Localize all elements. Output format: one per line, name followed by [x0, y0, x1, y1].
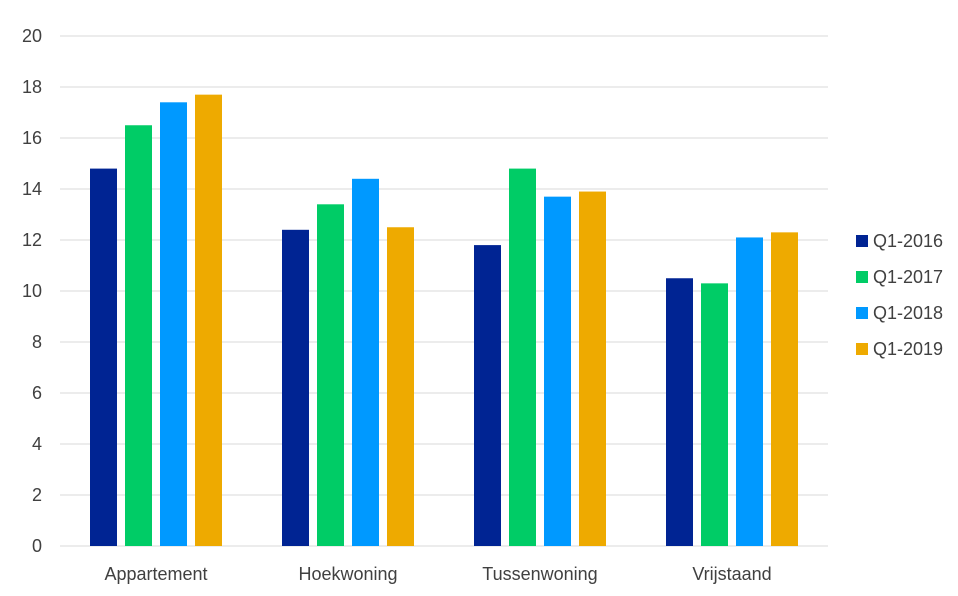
legend-label: Q1-2018 — [873, 303, 943, 323]
legend: Q1-2016 Q1-2017 Q1-2018 Q1-2019 — [856, 231, 943, 359]
bar-q1-2018-tussenwoning — [544, 196, 571, 546]
bar-q1-2017-vrijstaand — [701, 283, 728, 546]
bar-q1-2017-tussenwoning — [509, 168, 536, 546]
y-tick-label: 0 — [32, 536, 42, 556]
y-tick-label: 10 — [22, 281, 42, 301]
legend-swatch — [856, 271, 868, 283]
legend-label: Q1-2019 — [873, 339, 943, 359]
bar-q1-2018-vrijstaand — [736, 237, 763, 546]
bar-q1-2019-tussenwoning — [579, 191, 606, 547]
bar-q1-2016-hoekwoning — [282, 229, 309, 547]
y-tick-label: 20 — [22, 26, 42, 46]
bar-q1-2019-appartement — [195, 94, 222, 547]
x-tick-label: Appartement — [104, 564, 207, 584]
y-tick-label: 6 — [32, 383, 42, 403]
bar-q1-2019-vrijstaand — [771, 232, 798, 546]
legend-swatch — [856, 235, 868, 247]
y-tick-label: 2 — [32, 485, 42, 505]
y-tick-label: 14 — [22, 179, 42, 199]
bar-q1-2018-hoekwoning — [352, 178, 379, 547]
x-tick-label: Vrijstaand — [692, 564, 771, 584]
bar-q1-2017-appartement — [125, 125, 152, 546]
x-tick-label: Hoekwoning — [298, 564, 397, 584]
bar-q1-2016-tussenwoning — [474, 245, 501, 546]
legend-swatch — [856, 343, 868, 355]
bar-q1-2016-vrijstaand — [666, 278, 693, 546]
gridlines — [60, 35, 828, 547]
y-axis-ticks: 0 2 4 6 8 10 12 14 16 18 20 — [22, 26, 42, 556]
bar-q1-2016-appartement — [90, 168, 117, 546]
y-tick-label: 12 — [22, 230, 42, 250]
y-tick-label: 4 — [32, 434, 42, 454]
bar-q1-2019-hoekwoning — [387, 227, 414, 546]
x-tick-label: Tussenwoning — [482, 564, 597, 584]
legend-swatch — [856, 307, 868, 319]
x-axis-ticks: Appartement Hoekwoning Tussenwoning Vrijsta… — [104, 564, 771, 584]
bar-q1-2018-appartement — [160, 102, 187, 547]
y-tick-label: 16 — [22, 128, 42, 148]
legend-label: Q1-2017 — [873, 267, 943, 287]
bars — [90, 94, 798, 547]
bar-q1-2017-hoekwoning — [317, 204, 344, 547]
y-tick-label: 8 — [32, 332, 42, 352]
legend-label: Q1-2016 — [873, 231, 943, 251]
y-tick-label: 18 — [22, 77, 42, 97]
